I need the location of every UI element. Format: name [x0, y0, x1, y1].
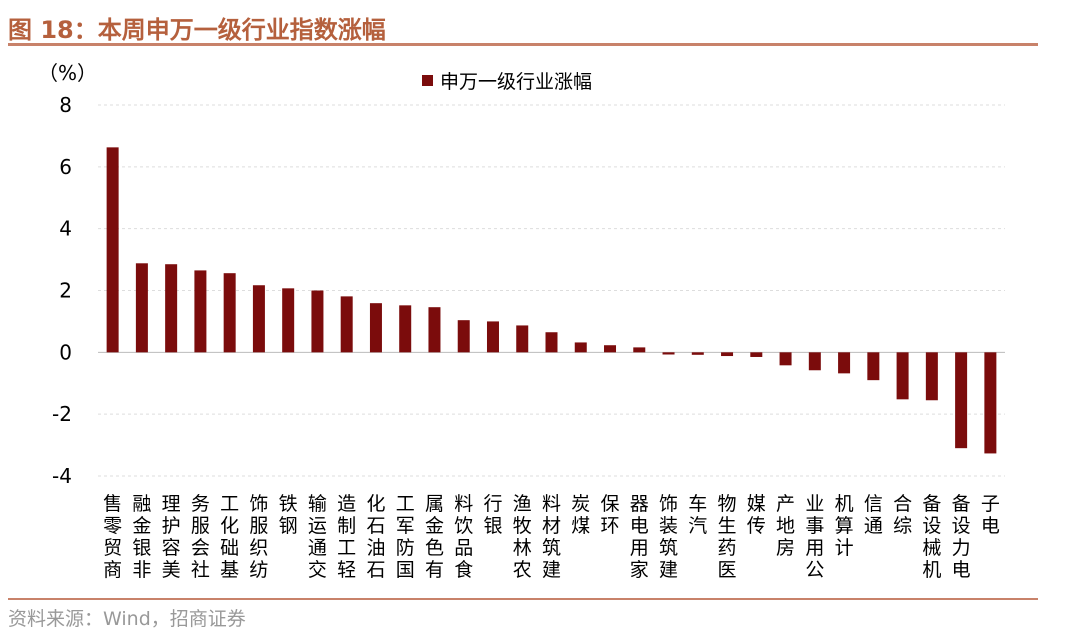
bar	[340, 296, 353, 353]
x-tick-label: 交通运输	[308, 493, 327, 581]
x-tick-label: 纺织服饰	[249, 493, 268, 581]
y-tick-label: 0	[59, 340, 72, 364]
x-tick-label: 商贸零售	[103, 493, 122, 581]
bar	[662, 352, 675, 355]
legend-label: 申万一级行业涨幅	[440, 71, 592, 93]
x-tick-label: 家用电器	[630, 493, 649, 581]
y-tick-label: 8	[59, 93, 72, 117]
x-tick-label: 基础化工	[220, 493, 239, 581]
bar	[135, 263, 148, 353]
bar	[984, 352, 997, 454]
x-tick-label: 医药生物	[718, 493, 737, 581]
bar	[574, 342, 587, 353]
bar	[106, 147, 119, 353]
x-tick-label: 通信	[864, 493, 883, 537]
bar	[633, 347, 646, 353]
source-note: 资料来源：Wind，招商证券	[8, 608, 246, 630]
bar	[223, 273, 236, 353]
bar	[867, 352, 880, 381]
y-tick-label: 6	[59, 155, 72, 179]
bar	[252, 285, 265, 353]
y-tick-label: 2	[59, 279, 72, 303]
legend-swatch	[422, 75, 433, 86]
x-tick-label: 社会服务	[191, 493, 210, 581]
x-tick-label: 银行	[483, 493, 502, 537]
x-tick-label: 公用事业	[805, 493, 824, 581]
bar	[165, 264, 178, 353]
bar	[721, 352, 734, 357]
x-tick-label: 计算机	[835, 493, 854, 559]
y-tick-label: 4	[59, 217, 72, 241]
figure-title: 图 18：本周申万一级行业指数涨幅	[8, 16, 386, 44]
bar	[486, 321, 499, 353]
bar	[516, 325, 529, 353]
source-divider	[8, 598, 1038, 600]
x-tick-label: 钢铁	[279, 493, 298, 537]
x-tick-label: 电力设备	[952, 493, 971, 581]
bar	[750, 352, 763, 357]
x-tick-label: 汽车	[688, 493, 707, 537]
bar	[808, 352, 821, 371]
bar	[545, 332, 558, 353]
bar	[282, 288, 295, 353]
bar	[428, 307, 441, 353]
bar-chart: （%） -4 -2 0 2 4 6 8 申万一级行业涨幅商贸零售非银金融美容护理社会服务基础化工…	[38, 61, 1005, 581]
bar	[311, 290, 324, 353]
bar	[838, 352, 851, 374]
x-tick-label: 传媒	[747, 493, 766, 537]
x-tick-label: 煤炭	[571, 493, 590, 537]
x-tick-label: 非银金融	[132, 493, 151, 581]
bar	[369, 303, 382, 353]
x-tick-label: 食品饮料	[454, 493, 473, 581]
x-tick-label: 环保	[601, 493, 620, 537]
y-tick-label: -4	[52, 464, 72, 488]
x-tick-label: 机械设备	[922, 493, 941, 581]
bar	[896, 352, 909, 400]
bar	[779, 352, 792, 366]
x-tick-label: 电子	[981, 493, 1000, 537]
bar	[955, 352, 968, 449]
bar	[925, 352, 938, 401]
bar	[691, 352, 704, 355]
x-tick-label: 石油石化	[366, 493, 385, 581]
x-tick-label: 国防军工	[396, 493, 415, 581]
bar	[399, 305, 412, 353]
y-tick-label: -2	[52, 402, 72, 426]
y-axis-unit: （%）	[38, 61, 97, 85]
x-tick-label: 有色金属	[425, 493, 444, 581]
x-tick-label: 建筑材料	[542, 493, 561, 581]
x-tick-label: 建筑装饰	[659, 493, 678, 581]
bar	[604, 345, 617, 353]
x-tick-label: 美容护理	[162, 493, 181, 581]
bar	[457, 320, 470, 353]
x-tick-label: 轻工制造	[337, 493, 356, 581]
bar	[194, 270, 207, 353]
x-tick-label: 房地产	[776, 493, 795, 559]
x-tick-label: 农林牧渔	[513, 493, 532, 581]
x-tick-label: 综合	[893, 493, 912, 537]
title-divider	[8, 43, 1038, 46]
